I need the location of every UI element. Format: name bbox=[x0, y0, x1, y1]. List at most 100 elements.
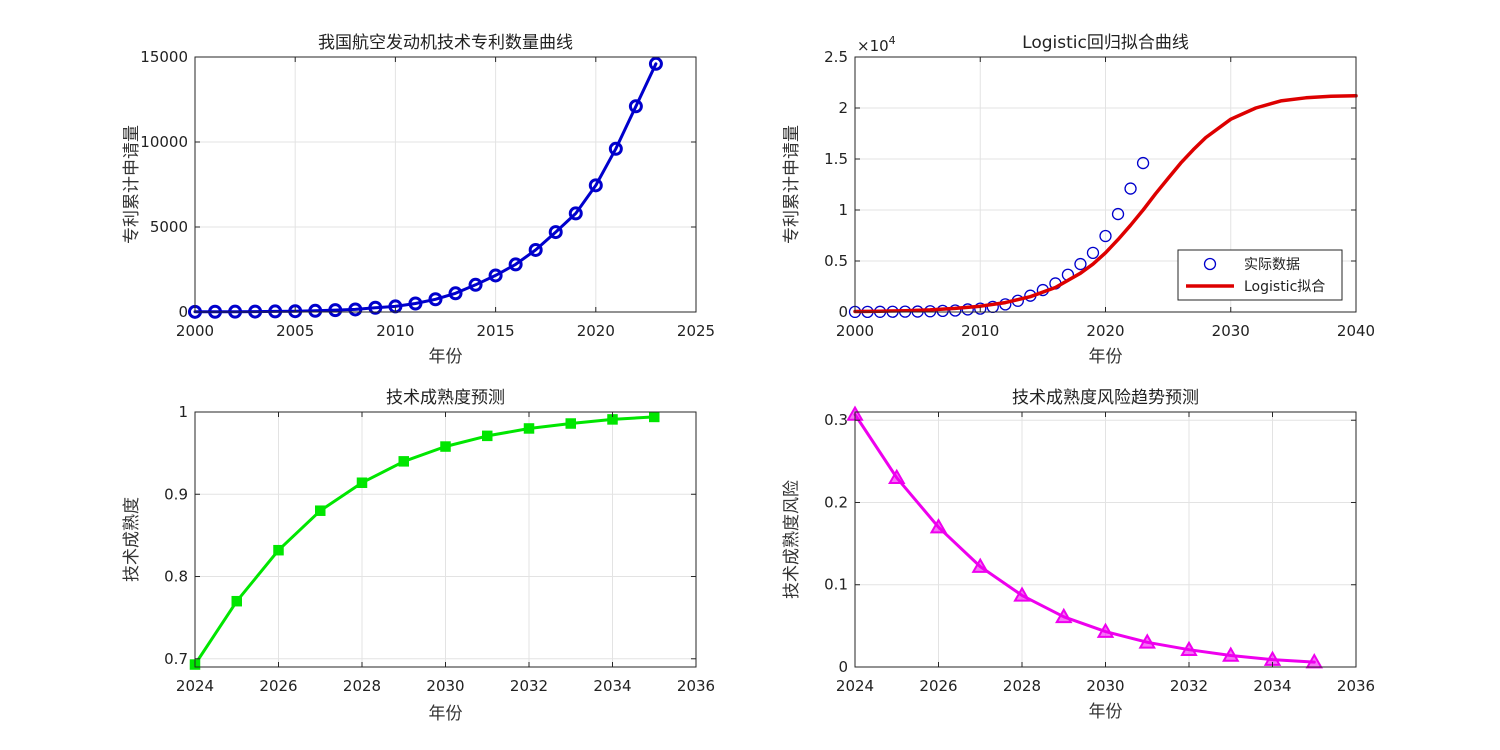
y-tick-label: 15000 bbox=[140, 48, 188, 66]
data-point-14 bbox=[468, 277, 483, 292]
data-point-3 bbox=[971, 557, 989, 573]
x-tick-label: 2010 bbox=[376, 322, 414, 340]
x-tick-label: 2040 bbox=[1337, 322, 1375, 340]
plot-area bbox=[195, 57, 696, 312]
chart-1: 2000 2005 2010 2015 2020 2025 0 5000 10000 15000 我… bbox=[122, 33, 715, 367]
y-tick-label: 0.9 bbox=[164, 485, 188, 503]
x-tick-label: 2005 bbox=[276, 322, 314, 340]
data-point-15 bbox=[488, 268, 503, 283]
x-tick-label: 2024 bbox=[176, 677, 214, 695]
y-axis-label: 技术成熟度 bbox=[121, 497, 142, 582]
data-point-4 bbox=[356, 477, 368, 488]
y-tick-label: 0.1 bbox=[824, 576, 848, 594]
data-point-4 bbox=[1013, 586, 1031, 602]
x-tick-label: 2036 bbox=[677, 677, 715, 695]
data-point-23 bbox=[1136, 156, 1150, 170]
x-tick-label: 2010 bbox=[961, 322, 999, 340]
data-point-2 bbox=[929, 518, 948, 534]
chart-title: 我国航空发动机技术专利数量曲线 bbox=[318, 33, 573, 53]
data-point-12 bbox=[428, 292, 443, 307]
data-point-8 bbox=[348, 302, 363, 317]
chart-3: 2024 2026 2028 2030 2032 2034 2036 0.7 0.8 0.9 1 技术… bbox=[121, 387, 715, 695]
y-tick-label: 0.5 bbox=[824, 252, 848, 270]
series-1 bbox=[189, 411, 660, 670]
data-point-21 bbox=[1111, 207, 1125, 221]
data-point-9 bbox=[1222, 646, 1240, 662]
data-point-23 bbox=[648, 56, 663, 71]
data-point-19 bbox=[568, 206, 583, 221]
data-point-17 bbox=[528, 242, 543, 257]
series-line bbox=[853, 94, 1358, 314]
chart-4: 2024 2026 2028 2030 2032 2034 2036 0 0.1 0.2 0.3 技术… bbox=[781, 387, 1375, 722]
data-point-8 bbox=[523, 423, 535, 434]
y-tick-label: 0 bbox=[178, 303, 188, 321]
data-point-19 bbox=[1086, 246, 1100, 259]
axes-box bbox=[194, 56, 697, 313]
data-point-5 bbox=[1055, 607, 1073, 624]
y-multiplier-base: ×10 bbox=[857, 37, 889, 55]
x-axis-label: 年份 bbox=[1089, 702, 1123, 722]
x-tick-label: 2026 bbox=[919, 677, 957, 695]
chart-2: 2000 2010 2020 2030 2040 0 0.5 1 1.5 2 2.5 Logistic… bbox=[782, 33, 1375, 367]
data-point-16 bbox=[508, 257, 523, 272]
data-point-5 bbox=[288, 304, 303, 319]
legend: 实际数据 Logistic拟合 bbox=[1177, 249, 1343, 301]
x-tick-label: 2032 bbox=[510, 677, 548, 695]
y-tick-label: 0 bbox=[838, 658, 848, 676]
y-axis-label: 技术成熟度风险 bbox=[781, 480, 802, 599]
data-point-10 bbox=[974, 302, 987, 315]
data-point-7 bbox=[482, 430, 493, 442]
y-tick-label: 5000 bbox=[150, 218, 188, 236]
legend-marker bbox=[1203, 257, 1217, 271]
data-point-3 bbox=[315, 505, 326, 516]
data-point-11 bbox=[408, 296, 423, 311]
y-tick-label: 2.5 bbox=[824, 48, 848, 66]
y-tick-label: 0.2 bbox=[824, 493, 848, 511]
y-tick-label: 1.5 bbox=[824, 150, 848, 168]
series-line bbox=[193, 415, 656, 666]
y-axis-label: 专利累计申请量 bbox=[122, 125, 142, 244]
x-axis-label: 年份 bbox=[1089, 347, 1123, 367]
y-tick-label: 0 bbox=[838, 303, 848, 321]
data-point-5 bbox=[398, 456, 409, 467]
x-tick-label: 2020 bbox=[1086, 322, 1124, 340]
data-point-6 bbox=[1096, 622, 1115, 638]
x-tick-label: 2025 bbox=[677, 322, 715, 340]
data-point-6 bbox=[308, 303, 323, 318]
x-axis-label: 年份 bbox=[429, 704, 463, 724]
chart-title: Logistic回归拟合曲线 bbox=[1022, 33, 1189, 53]
legend-label: Logistic拟合 bbox=[1244, 279, 1325, 295]
x-tick-label: 2030 bbox=[1212, 322, 1250, 340]
x-tick-label: 2030 bbox=[1086, 677, 1124, 695]
y-tick-label: 1 bbox=[838, 201, 848, 219]
x-axis-label: 年份 bbox=[429, 347, 463, 367]
series-line bbox=[853, 413, 1316, 664]
x-tick-label: 2034 bbox=[1253, 677, 1291, 695]
x-tick-label: 2028 bbox=[343, 677, 381, 695]
x-tick-label: 2020 bbox=[577, 322, 615, 340]
y-axis-label: 专利累计申请量 bbox=[782, 125, 802, 244]
data-point-8 bbox=[1180, 640, 1198, 656]
y-multiplier-exponent: 4 bbox=[889, 34, 896, 47]
data-point-18 bbox=[548, 225, 563, 240]
x-tick-label: 2000 bbox=[836, 322, 874, 340]
data-point-2 bbox=[273, 544, 284, 556]
x-tick-label: 2034 bbox=[593, 677, 631, 695]
y-tick-label: 10000 bbox=[140, 133, 188, 151]
x-tick-label: 2036 bbox=[1337, 677, 1375, 695]
y-tick-label: 1 bbox=[178, 403, 188, 421]
x-tick-label: 2015 bbox=[477, 322, 515, 340]
x-tick-label: 2026 bbox=[259, 677, 297, 695]
y-tick-label: 0.7 bbox=[164, 650, 188, 668]
chart-title: 技术成熟度预测 bbox=[386, 387, 505, 408]
chart-title: 技术成熟度风险趋势预测 bbox=[1012, 387, 1199, 408]
x-tick-label: 2030 bbox=[426, 677, 464, 695]
data-point-20 bbox=[1099, 229, 1112, 243]
series-2 bbox=[853, 94, 1358, 314]
y-multiplier: ×104 bbox=[857, 34, 896, 55]
data-point-18 bbox=[1074, 257, 1087, 271]
data-point-7 bbox=[1138, 633, 1156, 649]
data-point-9 bbox=[368, 300, 383, 315]
data-point-4 bbox=[268, 304, 283, 319]
data-point-1 bbox=[888, 468, 906, 485]
